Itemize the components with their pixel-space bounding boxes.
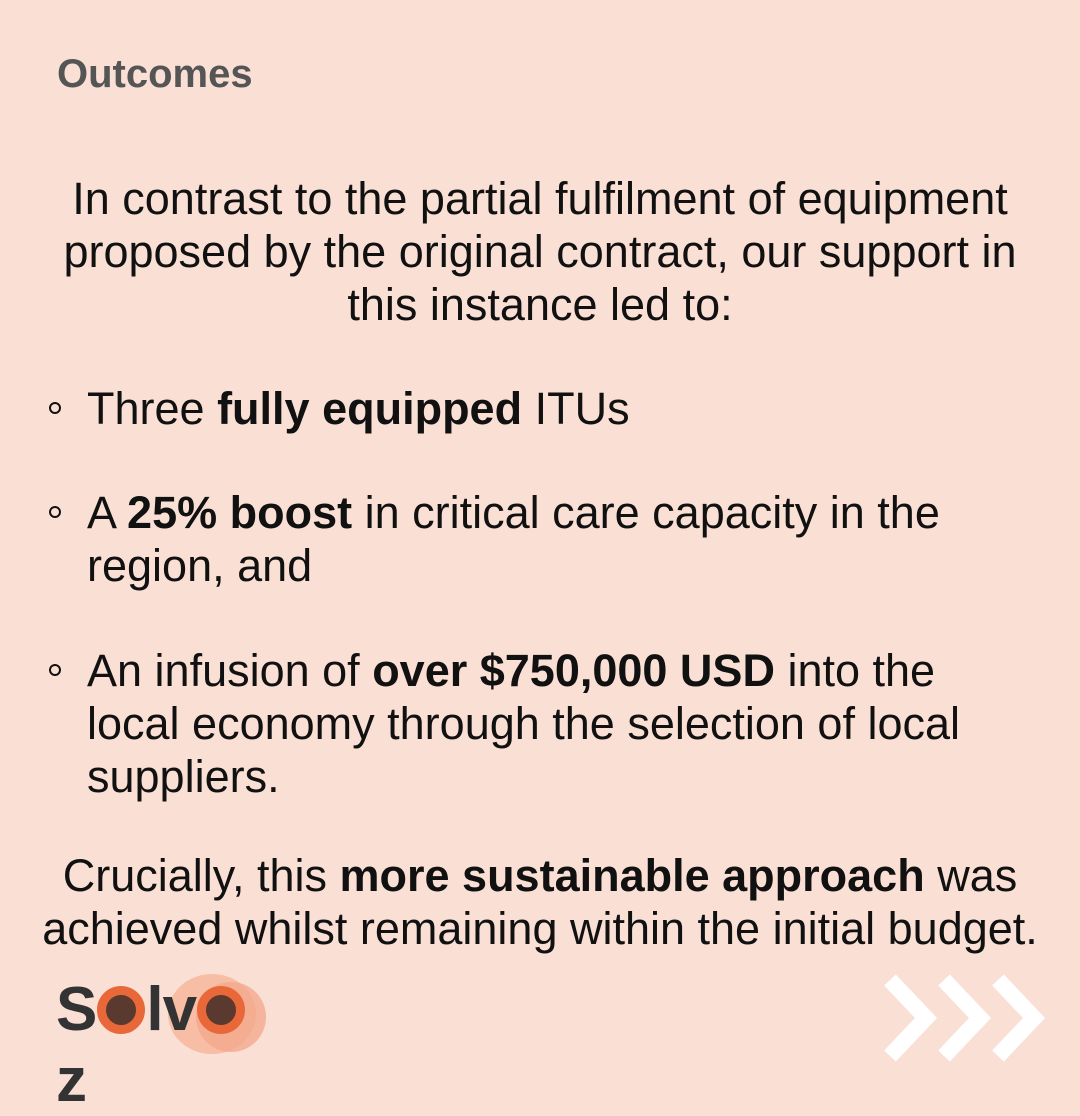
outcome-text-post: in critical care capacity in the — [352, 487, 940, 538]
outcome-text-line-3: suppliers. — [87, 751, 280, 802]
hollow-circle-bullet-icon — [49, 664, 61, 676]
outcome-text-pre: A — [87, 487, 128, 538]
outcome-text-post: ITUs — [522, 383, 630, 434]
closing-text-line-2: achieved whilst remaining within the ini… — [42, 903, 1038, 954]
logo-letters: S — [56, 975, 97, 1044]
intro-line-3: this instance led to: — [347, 279, 733, 330]
outcome-text-pre: Three — [87, 383, 218, 434]
logo-letters: lv — [146, 975, 197, 1044]
hollow-circle-bullet-icon — [49, 506, 61, 518]
logo-letters: z — [56, 1046, 87, 1115]
intro-line-2: proposed by the original contract, our s… — [63, 226, 1017, 277]
outcome-text: Three fully equipped ITUs — [87, 382, 1047, 435]
page-title: Outcomes — [57, 52, 253, 96]
chevron-right-icon — [992, 974, 1046, 1062]
outcome-highlight: 25% boost — [127, 487, 353, 538]
outcome-text-line-2: region, and — [87, 540, 313, 591]
outcome-text: A 25% boost in critical care capacity in… — [87, 486, 1047, 592]
hollow-circle-bullet-icon — [49, 402, 61, 414]
chevron-right-icon — [938, 974, 992, 1062]
intro-line-1: In contrast to the partial fulfilment of… — [72, 173, 1008, 224]
logo-o-dot-icon — [197, 986, 246, 1034]
closing-text-pre: Crucially, this — [62, 850, 340, 901]
outcome-text-line-2: local economy through the selection of l… — [87, 698, 961, 749]
chevron-right-icon — [884, 974, 938, 1062]
intro-paragraph: In contrast to the partial fulfilment of… — [0, 172, 1080, 331]
next-chevrons-icon — [884, 974, 1046, 1062]
outcome-highlight: fully equipped — [217, 383, 523, 434]
outcome-text-pre: An infusion of — [87, 645, 373, 696]
logo-o-dot-icon — [97, 986, 146, 1034]
outcome-text: An infusion of over $750,000 USD into th… — [87, 644, 1047, 803]
closing-highlight: more sustainable approach — [339, 850, 925, 901]
closing-text-post: was — [924, 850, 1018, 901]
outcome-text-post: into the — [774, 645, 936, 696]
outcome-highlight: over $750,000 USD — [372, 645, 775, 696]
closing-statement: Crucially, this more sustainable approac… — [0, 849, 1080, 955]
